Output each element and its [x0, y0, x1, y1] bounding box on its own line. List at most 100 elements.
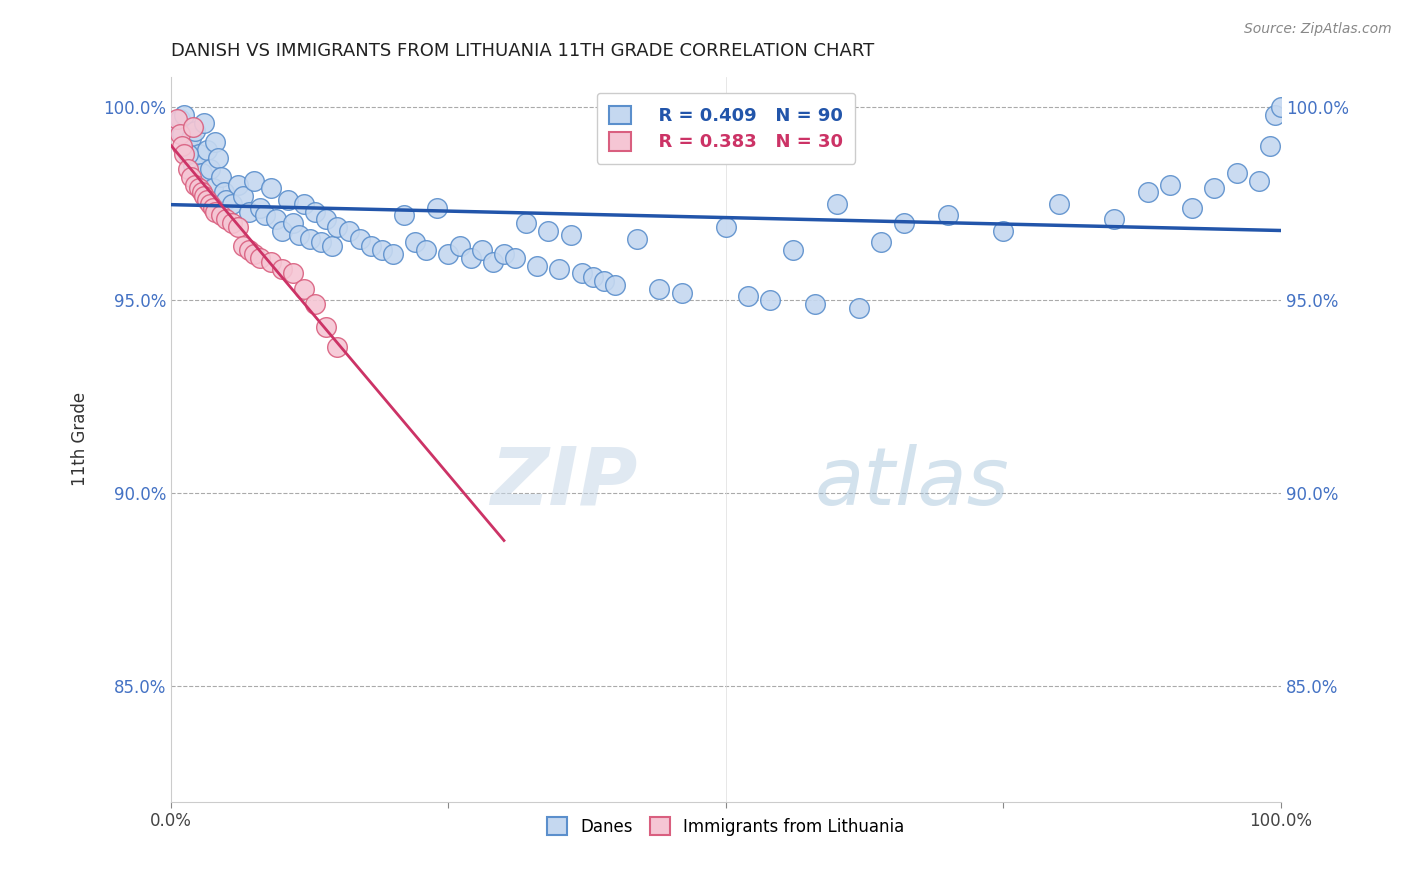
Point [202, 181, 225, 195]
Point [460, 251, 482, 265]
Point [321, 239, 343, 253]
Point [593, 274, 616, 288]
Point [292, 197, 315, 211]
Point [870, 235, 893, 250]
Point [238, 204, 260, 219]
Legend: Danes, Immigrants from Lithuania: Danes, Immigrants from Lithuania [538, 809, 912, 844]
Point [304, 297, 326, 311]
Point [337, 224, 360, 238]
Point [349, 231, 371, 245]
Point [714, 219, 737, 234]
Point [204, 135, 226, 149]
Point [304, 204, 326, 219]
Point [173, 146, 195, 161]
Point [382, 247, 405, 261]
Point [214, 186, 236, 200]
Point [266, 212, 288, 227]
Text: atlas: atlas [814, 443, 1010, 522]
Point [759, 293, 782, 308]
Point [737, 289, 759, 303]
Point [254, 209, 277, 223]
Point [426, 201, 449, 215]
Text: Source: ZipAtlas.com: Source: ZipAtlas.com [1244, 22, 1392, 37]
Point [371, 243, 394, 257]
Point [803, 297, 825, 311]
Point [492, 247, 515, 261]
Point [1247, 174, 1270, 188]
Point [271, 262, 294, 277]
Point [281, 266, 304, 280]
Point [260, 254, 283, 268]
Y-axis label: 11th Grade: 11th Grade [72, 392, 89, 486]
Point [993, 224, 1015, 238]
Point [315, 212, 337, 227]
Point [172, 128, 194, 142]
Point [193, 189, 215, 203]
Point [260, 181, 283, 195]
Point [226, 178, 249, 192]
Point [1181, 201, 1204, 215]
Point [1204, 181, 1226, 195]
Point [1264, 108, 1286, 122]
Point [209, 209, 232, 223]
Point [181, 120, 204, 134]
Point [191, 186, 214, 200]
Point [193, 116, 215, 130]
Point [195, 193, 218, 207]
Point [204, 204, 226, 219]
Point [503, 251, 526, 265]
Point [671, 285, 693, 300]
Point [471, 243, 494, 257]
Point [603, 277, 626, 292]
Point [326, 339, 349, 353]
Point [1047, 197, 1070, 211]
Point [449, 239, 471, 253]
Point [169, 112, 191, 126]
Point [209, 169, 232, 184]
Point [243, 247, 266, 261]
Point [515, 216, 537, 230]
Point [166, 112, 188, 126]
Point [187, 146, 209, 161]
Point [202, 201, 225, 215]
Point [173, 108, 195, 122]
Point [215, 193, 238, 207]
Point [392, 209, 415, 223]
Point [215, 212, 238, 227]
Point [277, 193, 299, 207]
Point [548, 262, 571, 277]
Point [180, 131, 202, 145]
Point [560, 227, 582, 242]
Point [169, 128, 191, 142]
Point [207, 151, 229, 165]
Point [287, 227, 309, 242]
Point [526, 259, 548, 273]
Point [221, 216, 243, 230]
Point [782, 243, 804, 257]
Point [315, 320, 337, 334]
Point [232, 239, 254, 253]
Point [187, 181, 209, 195]
Point [238, 243, 260, 257]
Point [537, 224, 560, 238]
Point [298, 231, 321, 245]
Point [198, 197, 221, 211]
Point [437, 247, 460, 261]
Point [166, 120, 188, 134]
Point [180, 169, 202, 184]
Point [176, 146, 198, 161]
Point [184, 123, 207, 137]
Point [404, 235, 426, 250]
Point [326, 219, 349, 234]
Point [482, 254, 505, 268]
Point [571, 266, 593, 280]
Point [1104, 212, 1126, 227]
Point [309, 235, 332, 250]
Point [1258, 139, 1281, 153]
Point [249, 201, 271, 215]
Point [221, 197, 243, 211]
Point [243, 174, 266, 188]
Point [1225, 166, 1247, 180]
Point [184, 178, 207, 192]
Point [195, 143, 218, 157]
